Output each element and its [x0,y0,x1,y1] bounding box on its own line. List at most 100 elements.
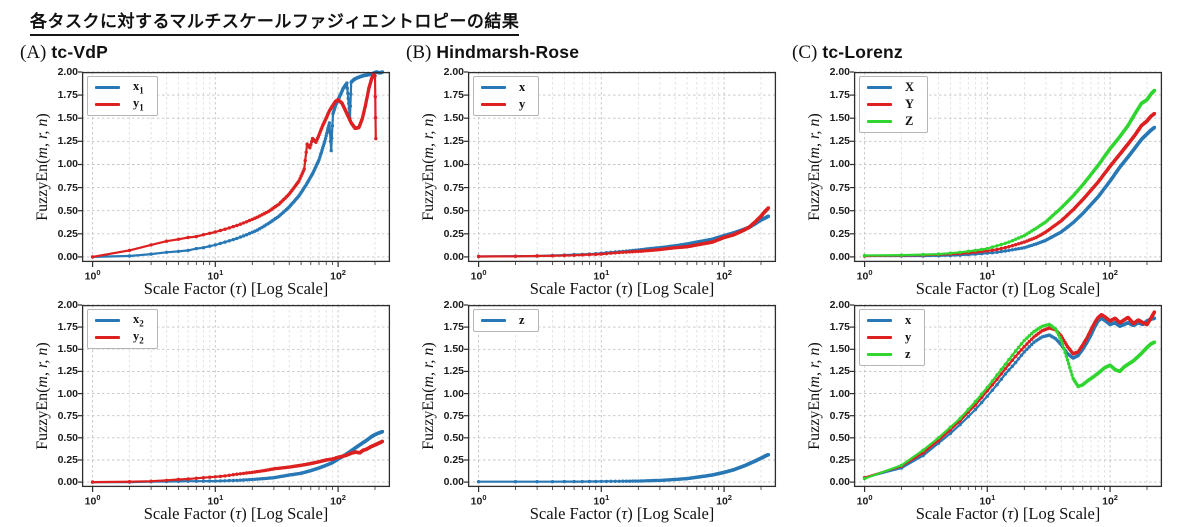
y-tick-label: 1.25 [829,365,850,378]
legend-item: Y [867,98,914,111]
x-tick-label: 101 [593,268,610,283]
y-tick-label: 0.75 [57,409,78,422]
legend-item: x [481,81,525,94]
y-tick-label: 1.50 [829,112,850,125]
y-tick-label: 0.25 [57,453,78,466]
y-tick-label: 1.50 [829,343,850,356]
x-tick-label: 101 [593,493,610,508]
y-tick-label: 1.75 [57,321,78,334]
legend-item: x1 [95,78,144,96]
y-tick-label: 0.50 [57,431,78,444]
y-tick-label: 1.75 [57,89,78,102]
y-tick-label: 0.00 [829,250,850,263]
blue-line-swatch [867,86,892,89]
panel-C-tag: (C) [792,42,818,63]
panel-A-title: tc-VdP [51,42,109,62]
y-tick-label: 1.50 [443,112,464,125]
x-axis-label: Scale Factor (τ) [Log Scale] [143,279,329,298]
y-tick-label: 0.75 [57,181,78,194]
legend-label: y2 [133,328,144,346]
y-tick-label: 1.00 [443,387,464,400]
blue-line-swatch [481,86,506,89]
y-tick-label: 0.75 [829,409,850,422]
x-tick-label: 101 [979,268,996,283]
panel-B-column: (B) Hindmarsh-Rose FuzzyEn(m, r, n) 0.00 0… [398,0,784,527]
plot-hindmarsh-rose-top: FuzzyEn(m, r, n) 0.00 0.25 0.50 0.75 1.00 1.25… [398,0,784,527]
y-tick-label: 1.25 [829,135,850,148]
y-tick-label: 2.00 [57,299,78,311]
y-tick-label: 1.25 [443,365,464,378]
y-tick-label: 0.00 [57,250,78,263]
x-axis-label: Scale Factor (τ) [Log Scale] [915,279,1101,298]
y-tick-label: 0.50 [829,204,850,217]
legend-label: Z [905,114,914,129]
plot-tc-vdp-top: FuzzyEn(m, r, n) 0.00 0.25 0.50 0.75 1.00 1.25… [12,0,398,527]
x-tick-label: 101 [979,493,996,508]
y-tick-label: 1.00 [443,158,464,171]
y-tick-label: 0.25 [829,453,850,466]
legend-item: y [867,331,911,344]
y-tick-label: 2.00 [443,66,464,78]
x-tick-label: 102 [330,268,346,283]
y-tick-label: 1.50 [57,343,78,356]
panel-B-title: Hindmarsh-Rose [436,42,580,62]
legend-item: z [867,348,911,361]
x-tick-label: 100 [856,493,873,508]
blue-line-swatch [95,319,120,322]
y-tick-label: 0.25 [443,227,464,240]
x-tick-label: 102 [1102,268,1118,283]
y-tick-label: 2.00 [829,299,850,311]
legend-label: x1 [133,78,144,96]
panel-C-header: (C) tc-Lorenz [792,42,903,64]
panel-B-header: (B) Hindmarsh-Rose [406,42,579,64]
y-tick-label: 0.75 [829,181,850,194]
legend-item: Z [867,115,914,128]
green-line-swatch [867,353,892,356]
panel-A-column: (A) tc-VdP FuzzyEn(m, r, n) 0.00 0.25 0.50 0… [12,0,398,527]
plot-tc-lorenz-top: FuzzyEn(m, r, n) 0.00 0.25 0.50 0.75 1.00 1.25… [784,0,1170,527]
x-axis-label: Scale Factor (τ) [Log Scale] [529,279,715,298]
y-tick-label: 0.00 [57,476,78,489]
y-tick-label: 0.50 [443,431,464,444]
y-tick-label: 0.00 [829,476,850,489]
y-tick-label: 0.25 [443,453,464,466]
y-tick-label: 1.00 [829,158,850,171]
x-tick-label: 102 [716,493,732,508]
x-axis-label: Scale Factor (τ) [Log Scale] [915,504,1101,523]
red-line-swatch [95,336,120,339]
plot-canvas [464,304,777,492]
panel-C-column: (C) tc-Lorenz FuzzyEn(m, r, n) 0.00 0.25 0.… [784,0,1170,527]
y-tick-label: 1.00 [57,387,78,400]
red-line-swatch [95,103,120,106]
y-tick-label: 2.00 [829,66,850,78]
y-tick-label: 0.25 [57,227,78,240]
y-tick-label: 0.75 [443,409,464,422]
y-tick-label: 1.25 [443,135,464,148]
legend-item: y1 [95,97,144,112]
x-axis-label: Scale Factor (τ) [Log Scale] [529,504,715,523]
plot-hindmarsh-rose-bottom: FuzzyEn(m, r, n) 0.00 0.25 0.50 0.75 1.00 1.25… [398,0,784,527]
legend-item: X [867,81,914,94]
x-tick-label: 100 [470,268,487,283]
y-tick-label: 0.50 [57,204,78,217]
legend-label: x [905,313,912,328]
blue-line-swatch [95,86,120,89]
plot-canvas [850,304,1163,492]
blue-line-swatch [867,319,892,322]
y-tick-label: 2.00 [443,299,464,311]
y-tick-label: 1.75 [443,89,464,102]
red-line-swatch [867,336,892,339]
y-tick-label: 1.00 [57,158,78,171]
x-tick-label: 100 [470,493,487,508]
blue-line-swatch [481,319,506,322]
x-tick-label: 102 [716,268,732,283]
plot-tc-lorenz-bottom: FuzzyEn(m, r, n) 0.00 0.25 0.50 0.75 1.00 1.25… [784,0,1170,527]
panel-A-header: (A) tc-VdP [20,42,108,64]
y-tick-label: 1.75 [829,321,850,334]
x-tick-label: 100 [856,268,873,283]
legend-item: y [481,98,525,111]
plot-tc-vdp-bottom: FuzzyEn(m, r, n) 0.00 0.25 0.50 0.75 1.00 1.25… [12,0,398,527]
